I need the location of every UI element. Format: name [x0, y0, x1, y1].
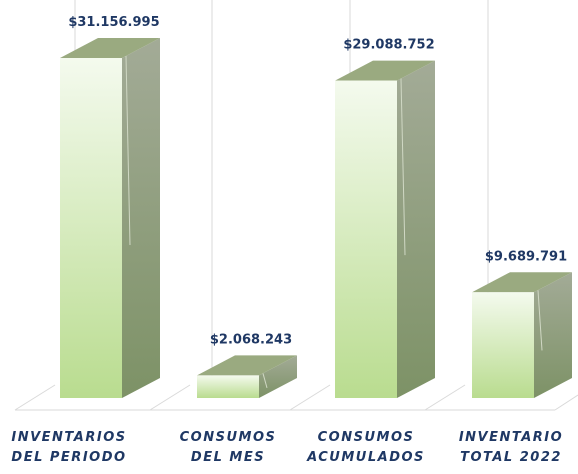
bar-side — [122, 38, 160, 398]
bar-top — [335, 60, 435, 81]
value-label: $2.068.243 — [210, 332, 292, 347]
bar — [197, 375, 259, 398]
bar-top — [472, 272, 572, 293]
bar-top — [197, 355, 297, 376]
bar-side — [259, 355, 297, 398]
bar — [60, 58, 122, 398]
bar — [472, 292, 534, 398]
value-label: $9.689.791 — [485, 249, 567, 264]
bar-highlight — [125, 55, 131, 246]
value-label: $31.156.995 — [68, 15, 159, 30]
bar-top — [60, 38, 160, 58]
bar-side — [397, 60, 435, 399]
x-tick-label: CONSUMOS DEL MES — [179, 430, 277, 465]
x-tick-label: INVENTARIO TOTAL 2022 — [458, 430, 564, 465]
x-tick-label: INVENTARIOS DEL PERIODO — [11, 430, 127, 465]
bar-highlight — [400, 78, 406, 256]
bar-side — [534, 272, 572, 398]
bar — [335, 80, 397, 399]
bar-highlight — [262, 373, 268, 388]
value-label: $29.088.752 — [343, 38, 434, 53]
x-tick-label: CONSUMOS ACUMULADOS — [307, 430, 425, 465]
bar-highlight — [537, 290, 543, 351]
